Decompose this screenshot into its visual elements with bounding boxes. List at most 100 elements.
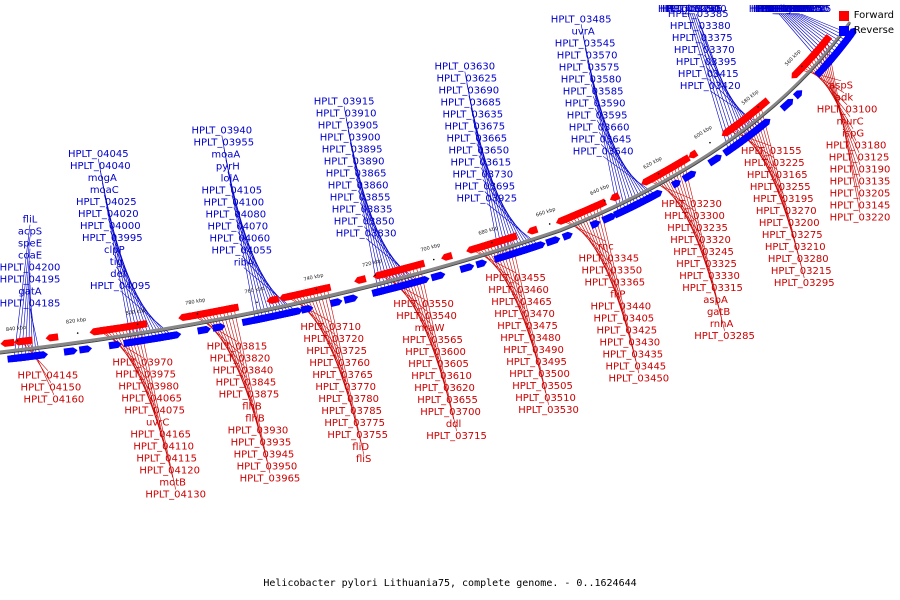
leader-line (225, 159, 264, 319)
gene-label: HPLT_04100 (203, 198, 264, 209)
tick-mark (548, 223, 551, 225)
gene-label: HPLT_03415 (678, 69, 739, 80)
leader-line (598, 132, 650, 199)
forward-gene-block (33, 351, 48, 360)
gene-label: lolA (221, 174, 240, 185)
forward-swatch (838, 10, 849, 21)
reverse-gene-block (321, 283, 332, 292)
gene-label: HPLT_03900 (320, 133, 381, 144)
reverse-gene-block (134, 320, 148, 329)
gene-label: murC (836, 117, 863, 128)
gene-label: HPLT_04145 (18, 371, 79, 382)
gene-label: HPLT_04150 (21, 383, 82, 394)
gene-label: HPLT_03980 (118, 382, 179, 393)
gene-label: HPLT_03595 (567, 110, 628, 121)
gene-label: HPLT_03820 (210, 353, 271, 364)
leader-line (319, 289, 358, 430)
gene-label: HPLT_03910 (316, 109, 377, 120)
gene-label: HPLT_04060 (209, 234, 270, 245)
gene-label: flhB (245, 413, 265, 424)
forward-gene-block (644, 194, 655, 203)
gene-label: HPLT_03255 (750, 182, 811, 193)
gene-label: HPLT_03970 (112, 358, 173, 369)
leader-line (584, 48, 626, 211)
gene-label: rnhA (710, 319, 734, 330)
tick-mark (757, 106, 759, 108)
forward-gene-block (670, 179, 681, 189)
tick-mark (432, 258, 435, 261)
gene-label: HPLT_03280 (768, 254, 829, 265)
leader-line (113, 328, 155, 406)
gene-label: HPLT_03450 (609, 373, 670, 384)
leader-line (595, 205, 637, 362)
gene-label: HPLT_03195 (753, 194, 814, 205)
gene-label: HPLT_03490 (503, 345, 564, 356)
gene-label: HPLT_03375 (672, 33, 733, 44)
gene-label: HPLT_03665 (446, 134, 507, 145)
tick-mark (16, 340, 19, 342)
gene-label: HPLT_03475 (497, 321, 558, 332)
leader-line (29, 284, 33, 357)
leader-line (478, 155, 526, 251)
forward-gene-block (329, 298, 343, 307)
gene-label: HPLT_03445 (606, 361, 667, 372)
leader-line (470, 107, 511, 255)
leader-line (596, 120, 646, 201)
gene-label: HPLT_03405 (594, 313, 655, 324)
gene-label: HPLT_03615 (450, 158, 511, 169)
gene-blocks (0, 27, 857, 363)
leader-line (760, 106, 805, 279)
gene-label: HPLT_03895 (322, 145, 383, 156)
gene-label: HPLT_03300 (664, 211, 725, 222)
reverse-gene-block (527, 225, 539, 235)
tick-label: 760 kbp (244, 286, 265, 296)
gene-label: aspS (829, 81, 853, 92)
gene-label: HPLT_03545 (555, 38, 616, 49)
gene-label: HPLT_03645 (571, 134, 632, 145)
tick-mark (196, 313, 199, 315)
gene-label: HPLT_03420 (680, 81, 741, 92)
gene-label: HPLT_03330 (679, 271, 740, 282)
gene-label: HPLT_03380 (670, 21, 731, 32)
gene-label: HPLT_03200 (759, 218, 820, 229)
leader-line (790, 13, 840, 50)
gene-label: HPLT_03600 (405, 347, 466, 358)
gene-label: HPLT_03975 (115, 370, 176, 381)
legend-forward: Forward (838, 8, 894, 23)
forward-gene-block (475, 259, 488, 269)
gene-label: HPLT_03610 (411, 371, 472, 382)
forward-gene-block (108, 340, 122, 350)
legend: Forward Reverse (838, 8, 894, 38)
gene-label: HPLT_03865 (326, 169, 387, 180)
tick-label: 720 kbp (362, 258, 383, 269)
leader-line (229, 183, 271, 318)
gene-label: HPLT_03725 (306, 346, 367, 357)
gene-label: HPLT_03140 (769, 4, 830, 15)
reverse-gene-block (45, 333, 59, 342)
gene-label: HPLT_03945 (234, 449, 295, 460)
reverse-gene-block (791, 65, 805, 79)
leader-line (233, 307, 271, 474)
reverse-gene-block (609, 192, 621, 202)
gene-label: HPLT_03460 (488, 285, 549, 296)
leader-line (676, 164, 719, 307)
tick-mark (604, 200, 606, 202)
forward-gene-block (814, 68, 824, 78)
gene-label: HPLT_03095 (755, 4, 816, 15)
gene-label: HPLT_03590 (565, 98, 626, 109)
reverse-gene-block (688, 149, 699, 159)
gene-label: glmU (681, 4, 707, 15)
leader-line (106, 206, 147, 341)
tick-mark (315, 288, 318, 291)
forward-gene-block (19, 353, 33, 362)
gene-label: HPLT_04040 (70, 161, 131, 172)
forward-gene-block (601, 212, 617, 224)
tick-mark (709, 141, 711, 144)
gene-label: HPLT_03620 (414, 383, 475, 394)
leader-line (500, 240, 540, 369)
leader-line (104, 194, 143, 341)
gene-label: adk (835, 93, 853, 104)
tick-label: 680 kbp (478, 225, 499, 237)
forward-gene-block (285, 308, 300, 318)
leader-line (135, 325, 173, 478)
